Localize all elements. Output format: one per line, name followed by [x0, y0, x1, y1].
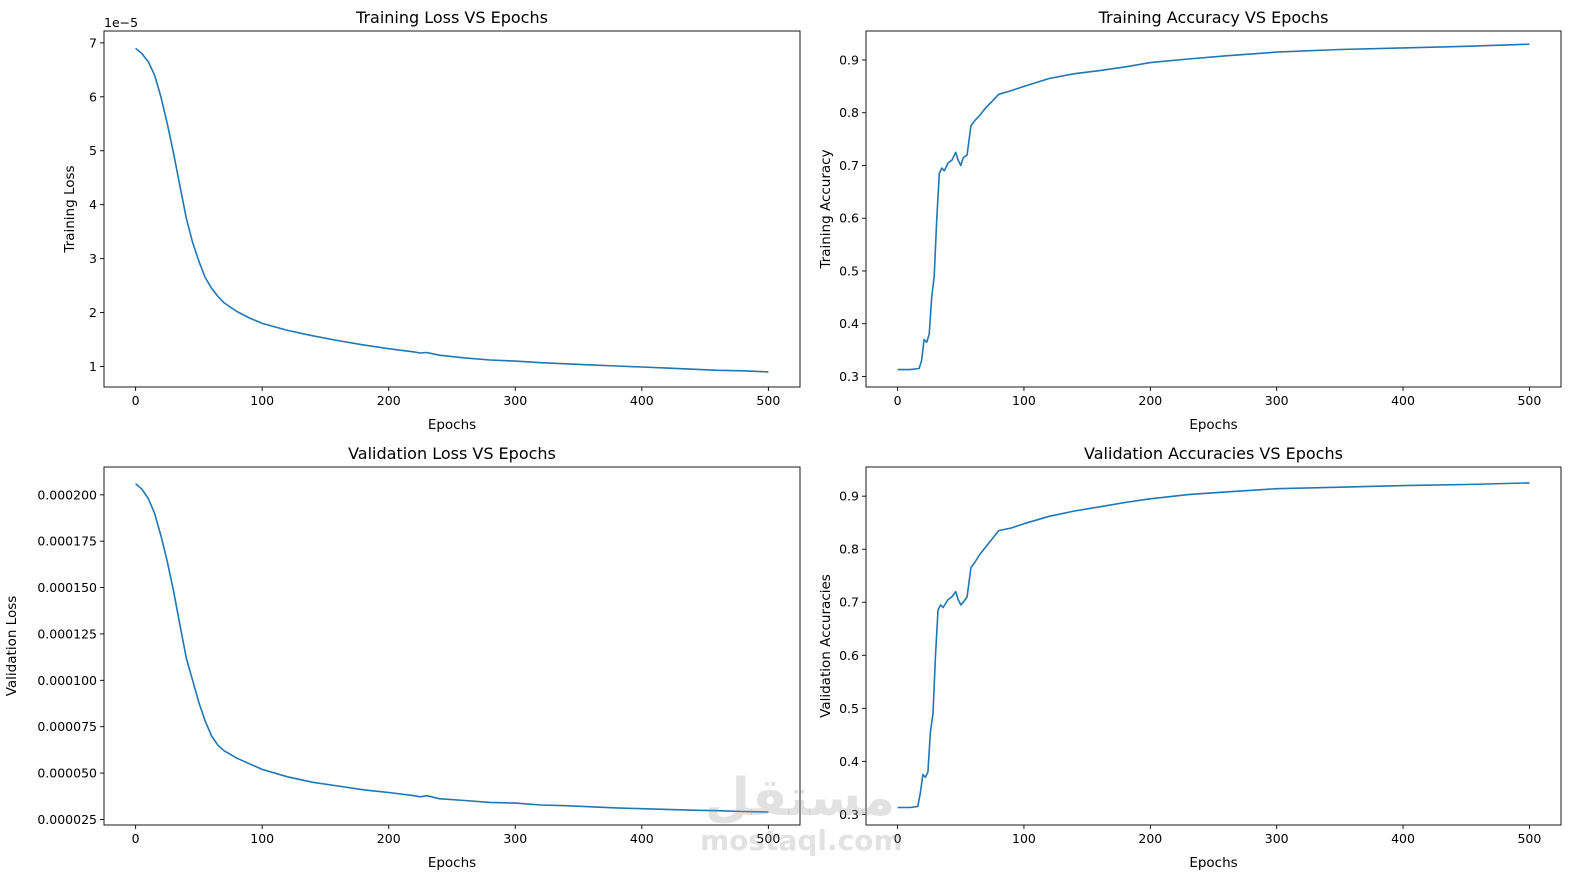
x-tick-label: 400	[630, 393, 654, 408]
x-tick-label: 100	[250, 831, 274, 846]
y-axis-label: Training Loss	[62, 165, 78, 253]
y-tick-label: 0.6	[839, 648, 859, 663]
x-axis-label: Epochs	[428, 855, 476, 871]
x-tick-label: 500	[756, 393, 780, 408]
y-tick-label: 0.3	[839, 369, 859, 384]
x-tick-label: 500	[1517, 831, 1541, 846]
y-tick-label: 0.000150	[37, 580, 97, 595]
x-tick-label: 400	[630, 831, 654, 846]
axes-frame	[103, 466, 801, 826]
x-tick-label: 200	[377, 831, 401, 846]
x-tick-label: 500	[1517, 393, 1541, 408]
y-tick-label: 0.000100	[37, 673, 97, 688]
x-tick-label: 100	[1012, 393, 1036, 408]
y-tick-label: 0.7	[839, 158, 859, 173]
y-axis-label: Validation Accuracies	[818, 574, 834, 718]
x-tick-label: 300	[1265, 831, 1289, 846]
y-tick-label: 0.000200	[37, 487, 97, 502]
x-tick-label: 100	[250, 393, 274, 408]
y-axis-label: Validation Loss	[4, 596, 20, 697]
x-tick-label: 0	[894, 393, 902, 408]
y-tick-label: 6	[89, 89, 97, 104]
y-tick-label: 0.000125	[37, 626, 97, 641]
y-tick-label: 0.3	[839, 807, 859, 822]
x-tick-label: 300	[503, 831, 527, 846]
x-tick-label: 300	[503, 393, 527, 408]
y-tick-label: 0.9	[839, 489, 859, 504]
chart-4: Validation Accuracies VS Epochs 0 100 200 30…	[818, 444, 1562, 871]
y-tick-label: 0.9	[839, 53, 859, 68]
x-tick-label: 400	[1391, 393, 1415, 408]
x-tick-label: 0	[894, 831, 902, 846]
y-tick-label: 0.000175	[37, 534, 97, 549]
chart-1: Training Loss VS Epochs 0 100 200 300 400 500 1…	[62, 8, 801, 433]
x-axis-label: Epochs	[1189, 417, 1237, 433]
axes-frame	[103, 30, 801, 388]
series-line	[135, 483, 769, 813]
chart-title: Validation Accuracies VS Epochs	[1084, 444, 1343, 463]
y-tick-label: 7	[89, 35, 97, 50]
y-tick-label: 0.8	[839, 542, 859, 557]
y-tick-label: 0.000075	[37, 719, 97, 734]
y-tick-label: 4	[89, 197, 97, 212]
x-axis-label: Epochs	[1189, 855, 1237, 871]
chart-title: Training Accuracy VS Epochs	[1098, 8, 1329, 27]
series-line	[897, 482, 1530, 809]
chart-3: Validation Loss VS Epochs 0 100 200 300 400 50…	[4, 444, 801, 871]
y-tick-label: 5	[89, 143, 97, 158]
y-tick-label: 0.8	[839, 105, 859, 120]
y-tick-label: 1	[89, 359, 97, 374]
x-tick-label: 400	[1391, 831, 1415, 846]
y-tick-label: 2	[89, 305, 97, 320]
x-tick-label: 200	[377, 393, 401, 408]
y-tick-label: 0.4	[839, 316, 859, 331]
axes-frame	[865, 466, 1562, 826]
y-tick-label: 0.7	[839, 595, 859, 610]
y-tick-label: 3	[89, 251, 97, 266]
y-tick-label: 0.5	[839, 263, 859, 278]
series-line	[135, 47, 769, 373]
x-tick-label: 200	[1138, 831, 1162, 846]
chart-2: Training Accuracy VS Epochs 0 100 200 300 400…	[818, 8, 1562, 433]
x-tick-label: 100	[1012, 831, 1036, 846]
x-tick-label: 300	[1265, 393, 1289, 408]
y-offset-text: 1e−5	[104, 15, 138, 30]
x-tick-label: 0	[132, 831, 140, 846]
x-tick-label: 500	[756, 831, 780, 846]
y-tick-label: 0.6	[839, 211, 859, 226]
y-tick-label: 0.000050	[37, 766, 97, 781]
y-axis-label: Training Accuracy	[818, 149, 834, 269]
series-line	[897, 43, 1530, 371]
axes-frame	[865, 30, 1562, 388]
y-tick-label: 0.000025	[37, 812, 97, 827]
y-tick-label: 0.4	[839, 754, 859, 769]
x-axis-label: Epochs	[428, 417, 476, 433]
x-tick-label: 200	[1138, 393, 1162, 408]
y-tick-label: 0.5	[839, 701, 859, 716]
x-tick-label: 0	[132, 393, 140, 408]
chart-title: Training Loss VS Epochs	[355, 8, 548, 27]
chart-title: Validation Loss VS Epochs	[348, 444, 556, 463]
